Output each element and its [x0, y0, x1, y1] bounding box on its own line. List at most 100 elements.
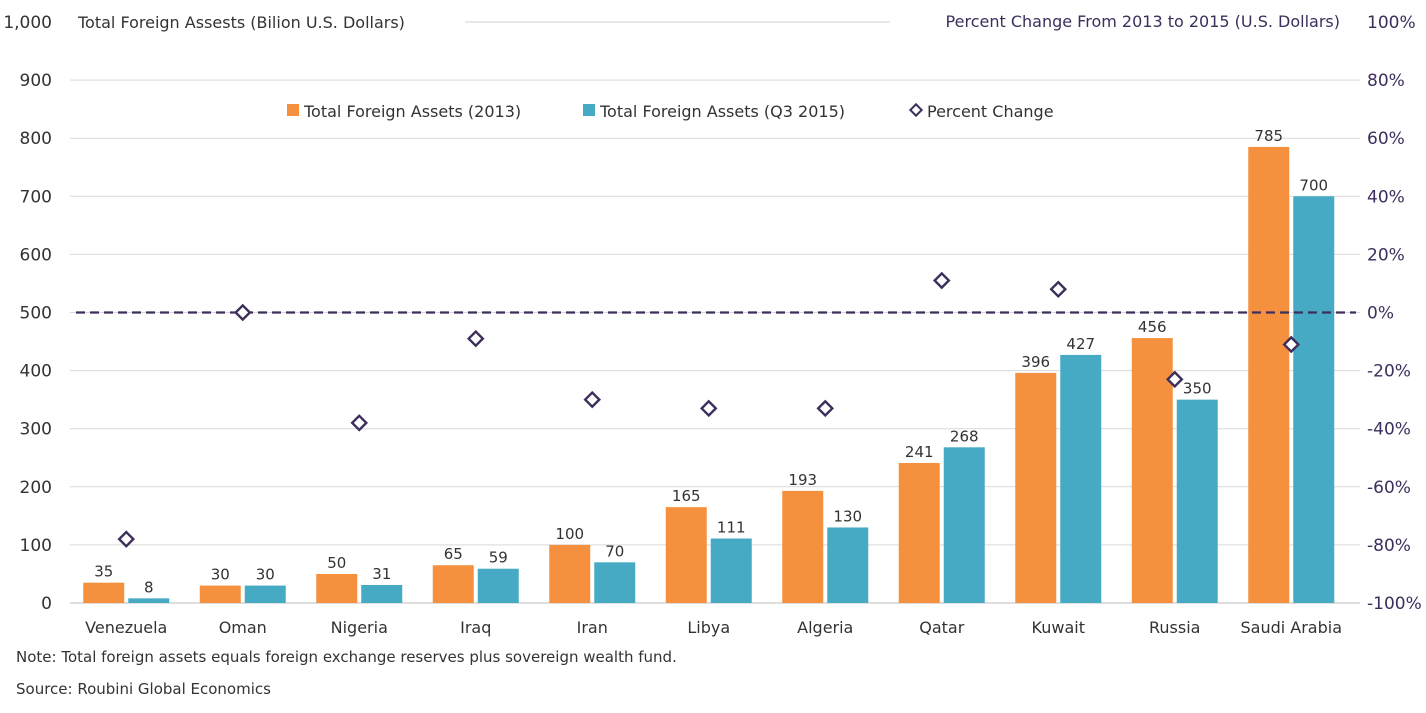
footnote-note: Note: Total foreign assets equals foreig… — [16, 648, 677, 666]
data-label-q3-2015: 268 — [950, 427, 979, 445]
data-label-2013: 456 — [1138, 318, 1167, 336]
data-label-2013: 65 — [444, 545, 463, 563]
bar-q3-2015 — [1176, 399, 1218, 603]
bar-q3-2015 — [943, 447, 985, 603]
percent-change-marker — [816, 399, 835, 418]
data-labels: 35 8 30 30 50 31 65 59 100 70 165 111 193 130 241 268 39… — [94, 127, 1328, 596]
footnote-source: Source: Roubini Global Economics — [16, 680, 271, 698]
category-label: Algeria — [797, 618, 853, 637]
category-label: Libya — [687, 618, 730, 637]
percent-change-marker — [233, 303, 252, 322]
right-tick-label: -20% — [1367, 362, 1411, 382]
data-label-2013: 396 — [1021, 353, 1050, 371]
category-label: Iran — [577, 618, 608, 637]
data-label-2013: 241 — [905, 443, 934, 461]
right-tick-label: -80% — [1367, 536, 1411, 556]
left-axis-title: Total Foreign Assests (Bilion U.S. Dolla… — [77, 13, 405, 32]
data-label-q3-2015: 70 — [605, 542, 624, 560]
percent-change-marker — [932, 271, 951, 290]
bar-q3-2015 — [710, 538, 752, 603]
bar-2013 — [432, 565, 474, 603]
data-label-q3-2015: 30 — [256, 566, 275, 584]
category-label: Nigeria — [331, 618, 388, 637]
category-label: Russia — [1149, 618, 1200, 637]
category-label: Venezuela — [85, 618, 167, 637]
category-label: Oman — [219, 618, 267, 637]
bar-q3-2015 — [361, 584, 403, 603]
data-label-2013: 35 — [94, 563, 113, 581]
right-tick-label: 80% — [1367, 71, 1405, 91]
percent-change-marker — [350, 414, 369, 432]
category-label: Kuwait — [1032, 618, 1085, 637]
left-tick-label: 0 — [41, 594, 52, 614]
left-tick-label: 1,000 — [3, 13, 52, 33]
legend-marker-percent-change — [908, 102, 924, 118]
bar-2013 — [782, 490, 824, 603]
data-label-2013: 785 — [1254, 127, 1283, 145]
left-tick-label: 900 — [20, 71, 52, 91]
legend: Total Foreign Assets (2013) Total Foreig… — [287, 102, 1054, 121]
data-label-2013: 50 — [327, 554, 346, 572]
percent-change-marker — [583, 390, 602, 409]
left-tick-label: 400 — [20, 362, 52, 382]
data-label-q3-2015: 59 — [489, 549, 508, 567]
right-tick-label: 100% — [1367, 13, 1416, 33]
data-label-q3-2015: 700 — [1299, 176, 1328, 194]
right-tick-label: -100% — [1367, 594, 1422, 614]
percent-change-marker — [1049, 280, 1068, 299]
right-tick-label: 40% — [1367, 187, 1405, 207]
legend-swatch-2015 — [583, 104, 595, 116]
data-label-q3-2015: 427 — [1066, 335, 1095, 353]
bar-q3-2015 — [1293, 196, 1335, 604]
percent-change-marker — [699, 399, 718, 418]
category-label: Saudi Arabia — [1240, 618, 1342, 637]
bar-q3-2015 — [594, 562, 636, 603]
bar-q3-2015 — [477, 568, 519, 603]
bar-2013 — [199, 585, 241, 603]
bar-2013 — [665, 507, 707, 603]
bar-2013 — [1248, 146, 1290, 604]
legend-label-percent-change: Percent Change — [927, 102, 1054, 121]
left-tick-label: 700 — [20, 187, 52, 207]
percent-change-marker — [117, 530, 136, 548]
percent-change-marker — [1165, 370, 1184, 389]
left-tick-label: 600 — [20, 245, 52, 265]
bar-2013 — [1015, 372, 1057, 603]
legend-swatch-2013 — [287, 104, 299, 116]
right-tick-label: 60% — [1367, 129, 1405, 149]
left-tick-label: 300 — [20, 420, 52, 440]
category-label: Iraq — [460, 618, 491, 637]
bar-2013 — [1131, 338, 1173, 603]
percent-change-markers — [117, 271, 1301, 548]
bar-2013 — [83, 582, 125, 603]
left-axis-ticks: 0 100 200 300 400 500 600 700 800 900 1,000 — [3, 13, 52, 614]
bar-2013 — [898, 462, 940, 603]
category-label: Qatar — [919, 618, 964, 637]
left-tick-label: 500 — [20, 304, 52, 324]
data-label-q3-2015: 8 — [144, 578, 154, 596]
right-axis-ticks: -100% -80% -60% -40% -20% 0% 20% 40% 60% 80% 100% — [1367, 13, 1422, 614]
bars — [83, 146, 1335, 604]
left-tick-label: 100 — [20, 536, 52, 556]
bar-q3-2015 — [1060, 354, 1102, 603]
left-tick-label: 200 — [20, 478, 52, 498]
left-tick-label: 800 — [20, 129, 52, 149]
percent-change-marker — [1282, 335, 1301, 354]
data-label-2013: 165 — [672, 487, 701, 505]
percent-change-marker — [466, 329, 485, 348]
data-label-2013: 100 — [555, 525, 584, 543]
right-tick-label: 0% — [1367, 304, 1394, 324]
right-tick-label: -40% — [1367, 420, 1411, 440]
data-label-q3-2015: 111 — [717, 519, 746, 537]
category-labels: Venezuela Oman Nigeria Iraq Iran Libya Algeria… — [85, 618, 1342, 637]
bar-2013 — [316, 573, 358, 603]
legend-label-2015: Total Foreign Assets (Q3 2015) — [599, 102, 845, 121]
legend-label-2013: Total Foreign Assets (2013) — [303, 102, 521, 121]
data-label-2013: 30 — [211, 566, 230, 584]
right-tick-label: 20% — [1367, 245, 1405, 265]
data-label-q3-2015: 130 — [833, 507, 862, 525]
bar-2013 — [549, 544, 591, 603]
data-label-q3-2015: 350 — [1183, 380, 1212, 398]
bar-q3-2015 — [827, 527, 869, 603]
